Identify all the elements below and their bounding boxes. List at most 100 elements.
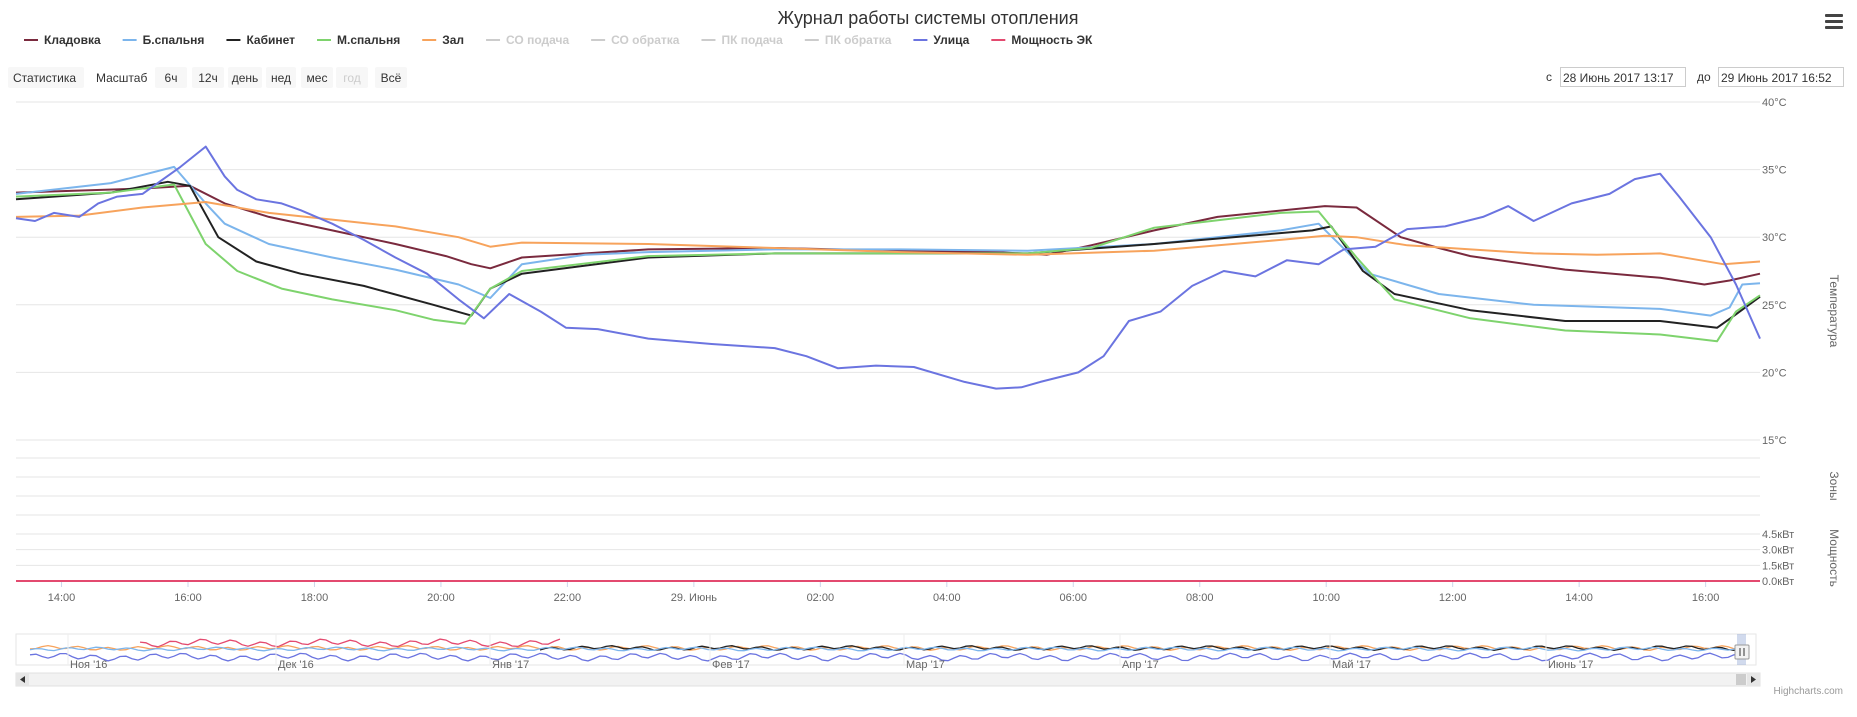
series-line-1 (15, 165, 1761, 317)
range-button-bg (266, 67, 296, 88)
legend-label: ПК обратка (825, 33, 892, 47)
navigator-series-4 (29, 652, 1741, 662)
range-selector[interactable]: Статистика Масштаб 6ч 12ч день нед мес год Всё (8, 67, 407, 88)
legend-label: Зал (442, 33, 464, 47)
x-tick-label: 08:00 (1186, 592, 1214, 604)
range-button-4[interactable]: мес (301, 67, 333, 88)
navigator-label: Май '17 (1332, 659, 1371, 671)
series-line-0 (15, 184, 1761, 286)
range-button-label: день (232, 71, 259, 85)
navigator[interactable]: Ноя '16 Дек '16 Янв '17 Фев '17 Мар '17 Апр '… (15, 633, 1761, 687)
navigator-handle-icon[interactable] (1734, 644, 1750, 660)
legend-item-7[interactable]: ПК подача (701, 33, 783, 47)
range-button-label: 12ч (198, 71, 218, 85)
x-tick-label: 12:00 (1439, 592, 1467, 604)
stats-button[interactable]: Статистика (8, 67, 84, 88)
legend-item-10[interactable]: Мощность ЭК (991, 33, 1093, 47)
range-button-bg (375, 67, 407, 88)
arrow-left-icon (20, 676, 25, 683)
power-tick-label: 4.5кВт (1762, 529, 1794, 541)
legend-item-9[interactable]: Улица (913, 33, 970, 47)
stats-button-bg (8, 67, 84, 88)
range-button-bg (336, 67, 368, 88)
range-button-bg (301, 67, 333, 88)
legend-item-0[interactable]: Кладовка (24, 33, 101, 47)
navigator-label: Фев '17 (712, 659, 750, 671)
navigator-label: Апр '17 (1122, 659, 1159, 671)
axis-labels: 15°C 20°C 25°C 30°C 35°C 40°C 0.0кВт 1.5кВт 3.0к… (48, 97, 1841, 604)
navigator-label: Мар '17 (906, 659, 945, 671)
legend-label: СО обратка (611, 33, 680, 47)
date-from-label: с (1546, 70, 1552, 84)
range-button-label: нед (271, 71, 291, 85)
temp-tick-label: 30°C (1762, 232, 1787, 244)
x-tick-label: 16:00 (1692, 592, 1720, 604)
temp-tick-label: 15°C (1762, 435, 1787, 447)
range-button-1[interactable]: 12ч (192, 67, 224, 88)
range-button-label: 6ч (165, 71, 178, 85)
range-button-3[interactable]: нед (266, 67, 296, 88)
plot-grid (16, 101, 1760, 587)
legend-item-6[interactable]: СО обратка (591, 33, 680, 47)
range-button-label: год (343, 71, 361, 85)
x-tick-label: 16:00 (174, 592, 202, 604)
hamburger-menu-icon[interactable] (1825, 14, 1843, 32)
scrollbar-track[interactable] (15, 672, 1761, 687)
navigator-label: Июнь '17 (1548, 659, 1593, 671)
zones-axis-title: Зоны (1827, 471, 1841, 500)
range-button-0[interactable]: 6ч (155, 67, 187, 88)
legend-label: Мощность ЭК (1011, 33, 1093, 47)
legend-item-4[interactable]: Зал (422, 33, 464, 47)
range-button-2[interactable]: день (228, 67, 262, 88)
x-tick-label: 29. Июнь (671, 592, 718, 604)
credits-link[interactable]: Highcharts.com (1773, 686, 1843, 697)
series-line-3 (15, 183, 1761, 343)
scrollbar-thumb[interactable] (1736, 674, 1746, 685)
legend-item-8[interactable]: ПК обратка (804, 33, 892, 47)
power-tick-label: 0.0кВт (1762, 576, 1794, 588)
date-from-input[interactable]: 28 Июнь 2017 13:17 (1560, 67, 1686, 87)
navigator-series-1 (29, 644, 1741, 651)
legend-label: СО подача (506, 33, 569, 47)
arrow-right-icon (1751, 676, 1756, 683)
power-tick-label: 3.0кВт (1762, 545, 1794, 557)
date-to-label: до (1697, 70, 1711, 84)
x-tick-label: 18:00 (301, 592, 329, 604)
range-button-6[interactable]: Всё (375, 67, 407, 88)
range-button-label: Всё (381, 71, 402, 85)
legend-item-3[interactable]: М.спальня (317, 33, 400, 47)
legend-item-2[interactable]: Кабинет (226, 33, 295, 47)
temp-tick-label: 35°C (1762, 165, 1787, 177)
navigator-label: Ноя '16 (70, 659, 107, 671)
legend-label: Кабинет (246, 33, 295, 47)
x-tick-label: 04:00 (933, 592, 961, 604)
range-button-5[interactable]: год (336, 67, 368, 88)
scale-label: Масштаб (96, 71, 147, 85)
legend[interactable]: Кладовка Б.спальня Кабинет М.спальня Зал СО п… (24, 33, 1093, 47)
navigator-series-2 (539, 645, 1741, 652)
plot-series (15, 145, 1761, 582)
legend-item-1[interactable]: Б.спальня (122, 33, 205, 47)
range-button-bg (192, 67, 224, 88)
navigator-series-3 (29, 646, 1741, 652)
x-tick-label: 06:00 (1060, 592, 1088, 604)
series-line-4 (15, 201, 1761, 266)
legend-label: М.спальня (337, 33, 400, 47)
x-tick-label: 14:00 (1565, 592, 1593, 604)
legend-item-5[interactable]: СО подача (486, 33, 569, 47)
legend-label: ПК подача (721, 33, 783, 47)
x-tick-label: 10:00 (1312, 592, 1340, 604)
date-to-input[interactable]: 29 Июнь 2017 16:52 (1718, 67, 1844, 87)
range-button-bg (228, 67, 262, 88)
stats-button-label: Статистика (13, 71, 76, 85)
temp-tick-label: 40°C (1762, 97, 1787, 109)
x-tick-label: 14:00 (48, 592, 76, 604)
power-tick-label: 1.5кВт (1762, 560, 1794, 572)
temp-tick-label: 20°C (1762, 367, 1787, 379)
legend-label: Улица (933, 33, 969, 47)
range-button-bg (155, 67, 187, 88)
temp-tick-label: 25°C (1762, 300, 1787, 312)
x-tick-label: 22:00 (554, 592, 582, 604)
legend-label: Кладовка (44, 33, 101, 47)
